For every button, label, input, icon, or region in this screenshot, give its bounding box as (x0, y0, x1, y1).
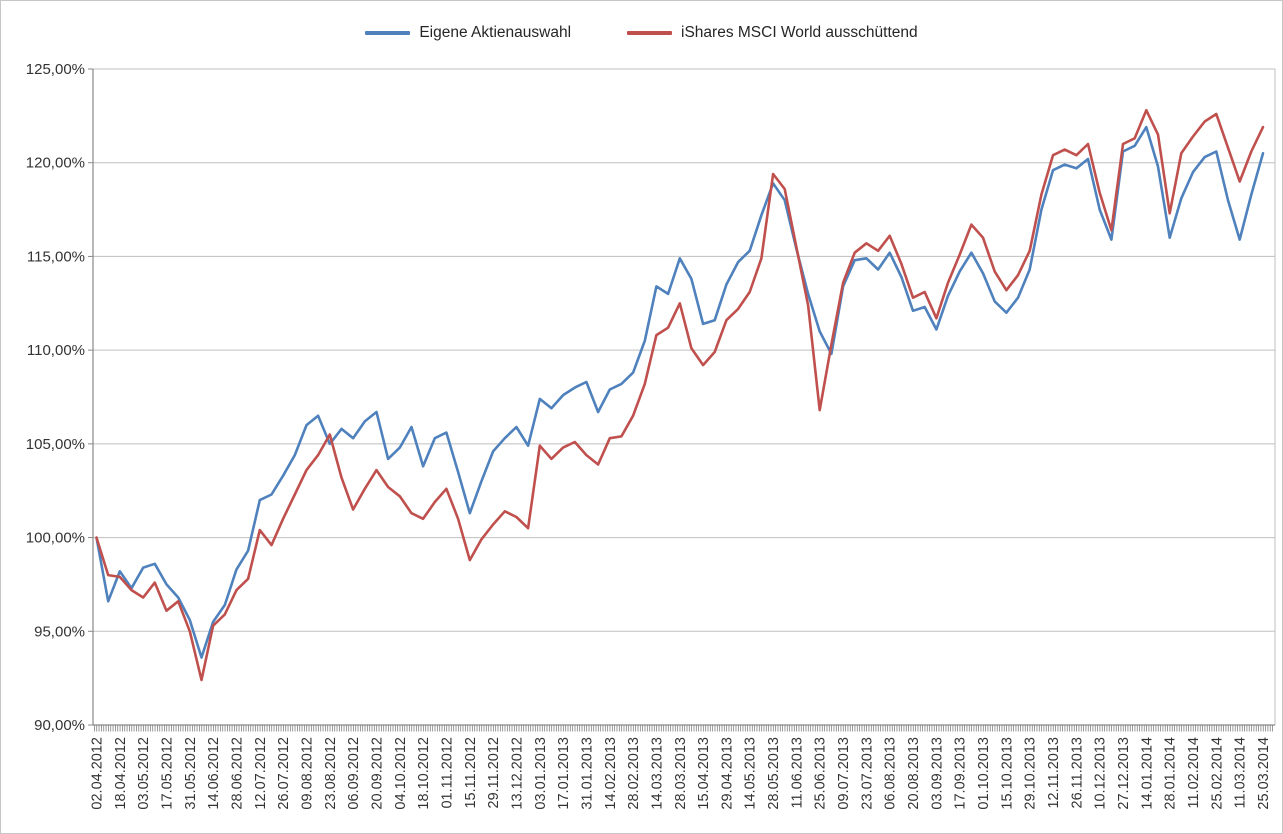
x-axis-label: 10.12.2013 (1093, 737, 1109, 810)
x-axis-label: 11.02.2014 (1186, 737, 1202, 809)
x-axis-label: 29.11.2012 (486, 737, 502, 809)
x-axis-label: 25.03.2014 (1256, 737, 1272, 810)
x-axis-label: 14.02.2013 (603, 737, 619, 810)
x-axis-label: 12.07.2012 (253, 737, 269, 810)
x-axis-label: 17.05.2012 (159, 737, 175, 810)
x-axis-label: 29.04.2013 (719, 737, 735, 810)
x-axis-label: 09.08.2012 (299, 737, 315, 810)
x-axis-label: 15.04.2013 (696, 737, 712, 810)
y-axis-label: 125,00% (26, 61, 85, 78)
y-axis-label: 110,00% (27, 342, 85, 359)
x-axis-label: 06.09.2012 (346, 737, 362, 810)
x-axis-label: 31.05.2012 (183, 737, 199, 810)
x-axis-label: 18.10.2012 (416, 737, 432, 810)
y-axis-label: 120,00% (26, 155, 85, 172)
series-line-ishares-msci-world (95, 108, 1265, 682)
x-axis-label: 15.10.2013 (999, 737, 1015, 810)
y-axis-label: 90,00% (34, 717, 85, 734)
x-axis-label: 09.07.2013 (836, 737, 852, 810)
x-axis-label: 26.07.2012 (276, 737, 292, 810)
red-line-sample-icon (627, 31, 673, 35)
x-axis-label: 28.03.2013 (673, 737, 689, 810)
x-axis-label: 27.12.2013 (1116, 737, 1132, 810)
x-axis-label: 02.04.2012 (90, 737, 106, 810)
x-axis-label: 14.05.2013 (743, 737, 759, 810)
x-axis-label: 23.07.2013 (859, 737, 875, 810)
x-axis-label: 03.05.2012 (136, 737, 152, 810)
x-axis-label: 20.08.2013 (906, 737, 922, 810)
x-axis-label: 28.05.2013 (766, 737, 782, 810)
x-axis-label: 04.10.2012 (393, 737, 409, 810)
x-axis-label: 13.12.2012 (509, 737, 525, 810)
x-axis-label: 11.03.2014 (1233, 737, 1249, 809)
y-axis-label: 105,00% (26, 436, 85, 453)
legend-label: iShares MSCI World ausschüttend (681, 24, 918, 41)
x-axis-label: 03.09.2013 (929, 737, 945, 810)
x-axis-label: 17.01.2013 (556, 737, 572, 810)
x-axis-label: 03.01.2013 (533, 737, 549, 810)
x-axis-label: 25.02.2014 (1209, 737, 1225, 810)
x-axis-label: 17.09.2013 (953, 737, 969, 810)
x-axis-label: 14.06.2012 (206, 737, 222, 810)
series-line-eigene-aktienauswahl (95, 125, 1265, 659)
x-axis-label: 14.03.2013 (649, 737, 665, 810)
y-axis-label: 100,00% (26, 530, 85, 547)
y-axis-label: 95,00% (34, 623, 85, 640)
x-axis-label: 28.02.2013 (626, 737, 642, 810)
blue-line-sample-icon (365, 31, 411, 35)
x-axis-label: 15.11.2012 (463, 737, 479, 809)
x-axis-label: 18.04.2012 (113, 737, 129, 810)
x-axis-label: 23.08.2012 (323, 737, 339, 810)
legend-item-eigene-aktienauswahl: Eigene Aktienauswahl (365, 24, 571, 42)
x-axis-label: 31.01.2013 (579, 737, 595, 810)
x-axis-label: 26.11.2013 (1069, 737, 1085, 809)
x-axis-label: 06.08.2013 (883, 737, 899, 810)
x-axis-label: 01.10.2013 (976, 737, 992, 810)
x-axis-label: 25.06.2013 (813, 737, 829, 810)
x-axis-label: 28.06.2012 (229, 737, 245, 810)
x-axis-label: 12.11.2013 (1046, 737, 1062, 809)
y-axis-label: 115,00% (27, 248, 85, 265)
x-axis-label: 11.06.2013 (789, 737, 805, 809)
x-axis-label: 20.09.2012 (369, 737, 385, 810)
x-axis-label: 01.11.2012 (439, 737, 455, 809)
x-axis-label: 29.10.2013 (1023, 737, 1039, 810)
chart-legend: Eigene Aktienauswahl iShares MSCI World … (1, 22, 1282, 44)
legend-item-ishares-msci-world: iShares MSCI World ausschüttend (627, 24, 918, 42)
x-axis-label: 28.01.2014 (1163, 737, 1179, 810)
x-axis-label: 14.01.2014 (1139, 737, 1155, 810)
legend-label: Eigene Aktienauswahl (419, 24, 572, 41)
